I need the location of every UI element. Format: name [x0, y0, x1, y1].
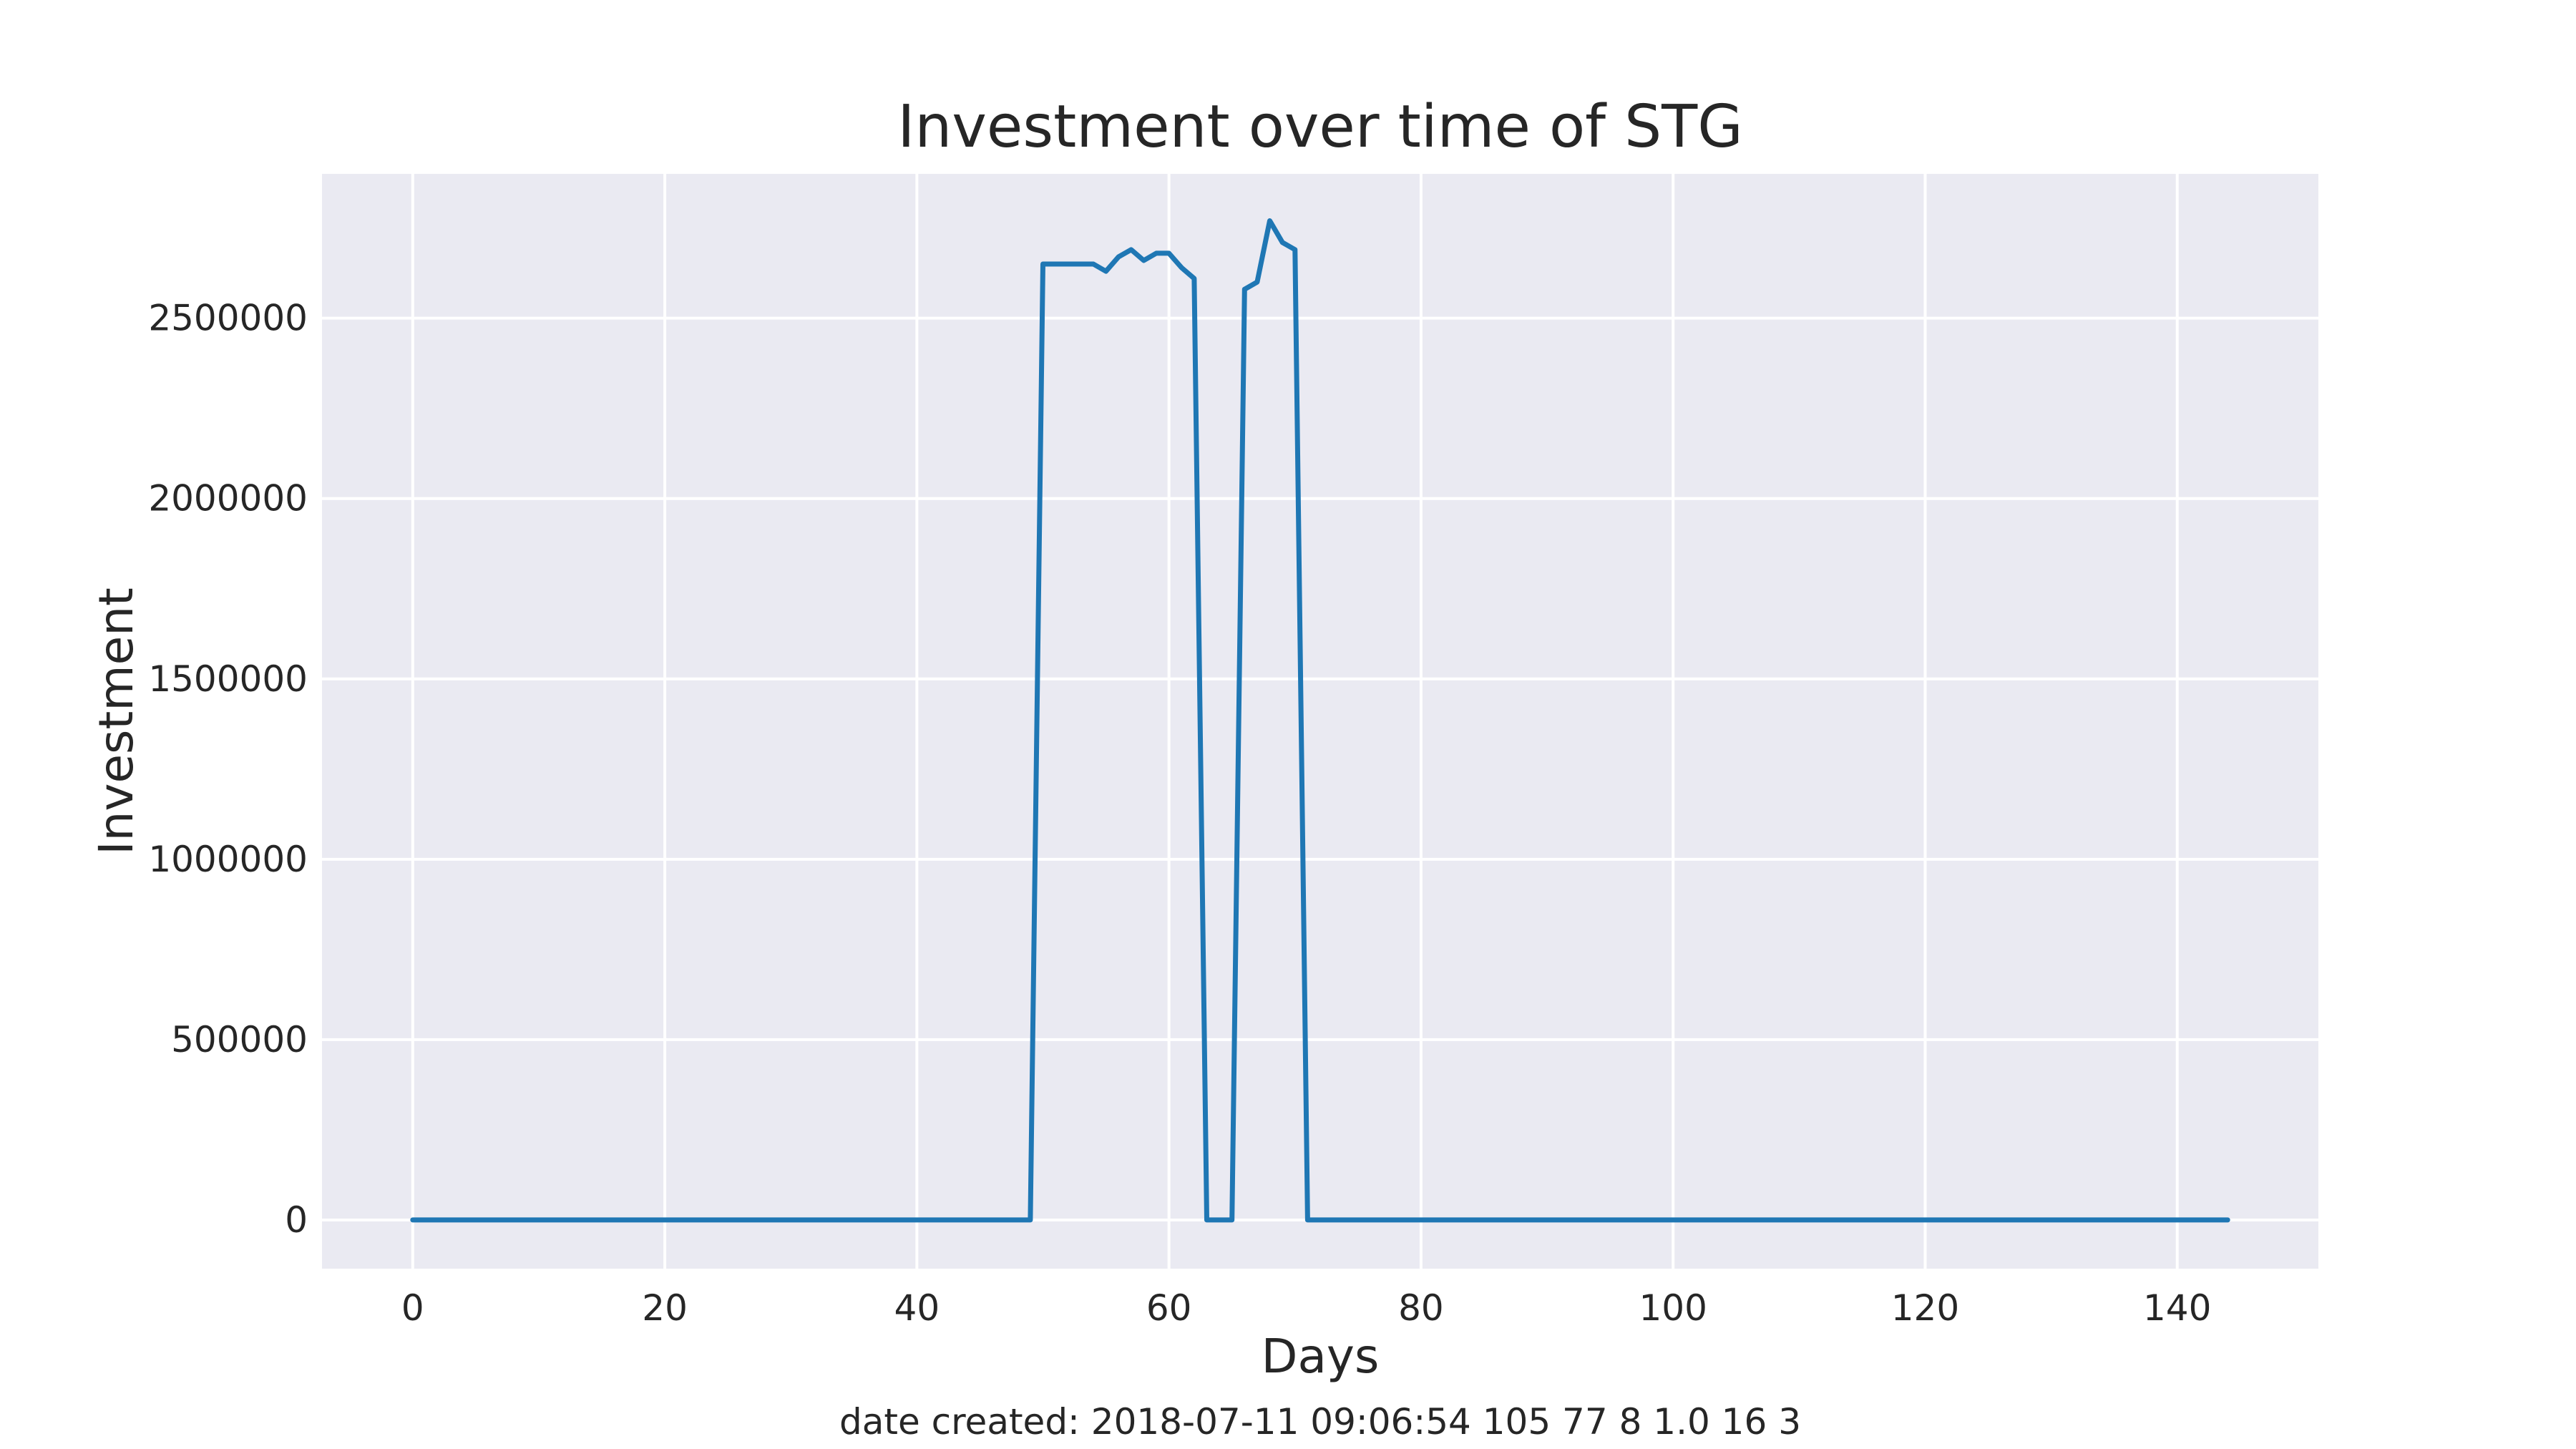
x-tick-label: 80 — [1398, 1287, 1444, 1329]
y-tick-label: 1500000 — [148, 658, 308, 700]
series-layer — [410, 218, 2230, 1223]
y-tick-label: 2000000 — [148, 478, 308, 519]
x-tick-label: 120 — [1891, 1287, 1959, 1329]
plot-area — [322, 174, 2318, 1269]
x-axis-label: Days — [1262, 1329, 1380, 1384]
y-tick-label: 1000000 — [148, 839, 308, 880]
date-created-footnote: date created: 2018-07-11 09:06:54 105 77… — [839, 1401, 1801, 1443]
x-tick-label: 140 — [2143, 1287, 2211, 1329]
x-tick-label: 100 — [1639, 1287, 1707, 1329]
investment-series-line — [410, 218, 2230, 1223]
x-tick-label: 0 — [401, 1287, 424, 1329]
y-tick-label: 500000 — [171, 1019, 308, 1060]
y-tick-label: 2500000 — [148, 298, 308, 339]
y-tick-label: 0 — [285, 1199, 308, 1241]
tick-labels: 0 20 40 60 80 100 120 140 0 500000 1000000 1500000 2… — [148, 298, 2211, 1329]
x-tick-label: 60 — [1146, 1287, 1192, 1329]
chart-title: Investment over time of STG — [897, 93, 1743, 161]
x-tick-label: 40 — [894, 1287, 940, 1329]
y-axis-label: Investment — [89, 587, 144, 855]
x-tick-label: 20 — [642, 1287, 688, 1329]
grid-lines — [322, 174, 2318, 1269]
